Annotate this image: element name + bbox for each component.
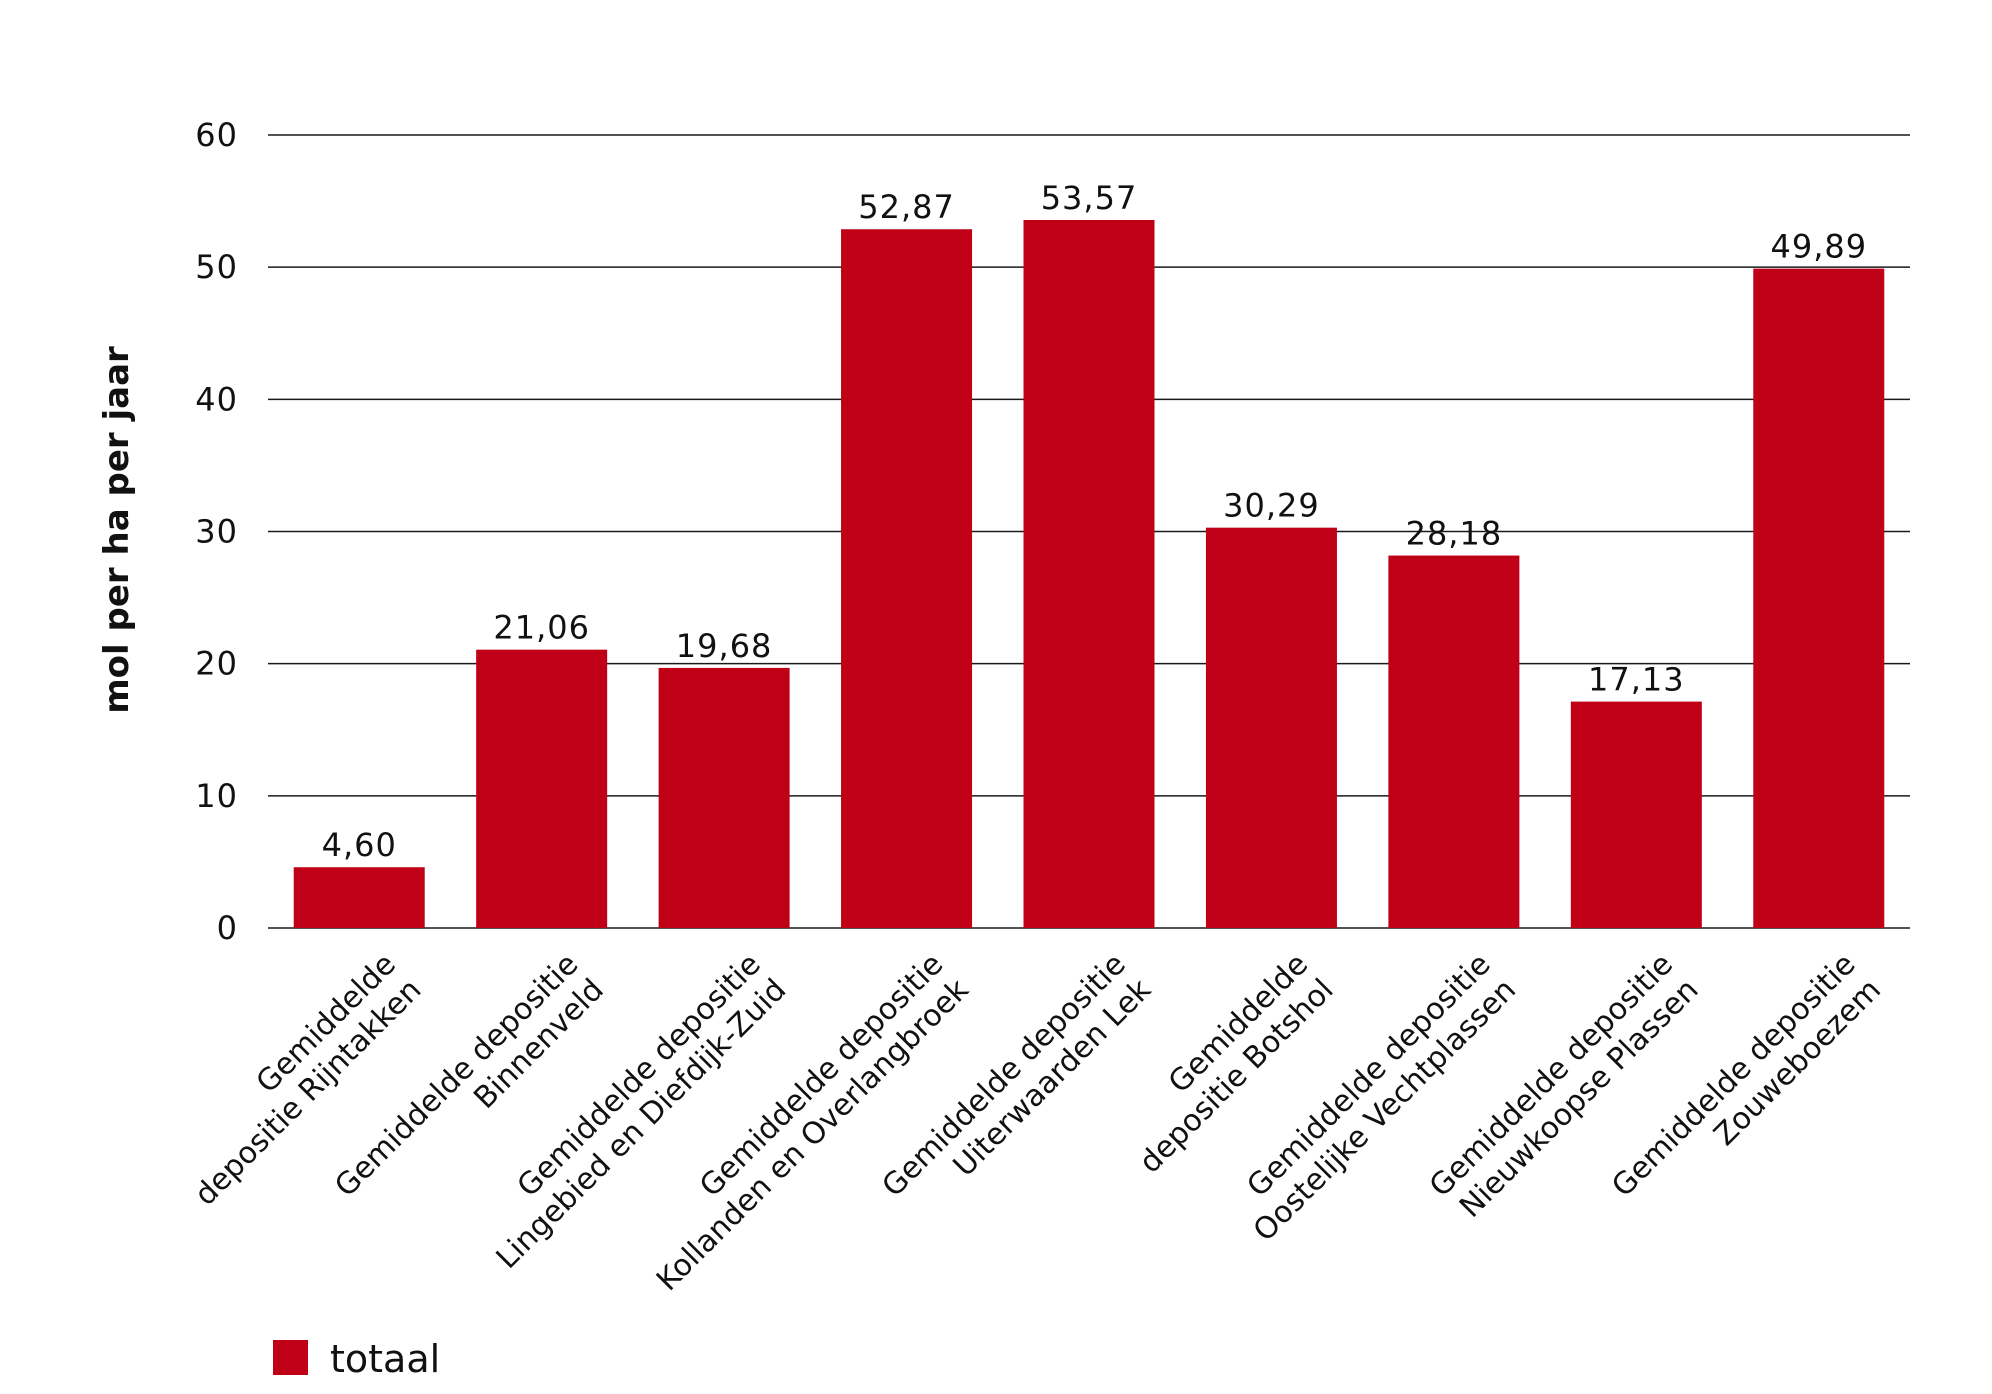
bar <box>658 667 790 928</box>
x-category-label: Gemiddeldedepositie Rijntakken <box>163 947 429 1213</box>
bar <box>1570 701 1702 928</box>
y-axis-title: mol per ha per jaar <box>97 346 137 714</box>
legend-swatch-totaal <box>273 1340 308 1375</box>
bar <box>476 649 608 928</box>
bar <box>841 229 973 928</box>
legend-label-totaal: totaal <box>330 1337 440 1381</box>
data-label: 30,29 <box>1223 487 1320 525</box>
y-tick-label: 20 <box>195 645 238 683</box>
bar <box>293 867 425 928</box>
data-label: 52,87 <box>858 188 955 226</box>
y-tick-label: 40 <box>195 380 238 418</box>
bar <box>1205 527 1337 928</box>
y-tick-label: 0 <box>217 909 238 947</box>
bar <box>1753 268 1885 929</box>
data-label: 21,06 <box>493 609 590 647</box>
data-label: 53,57 <box>1041 179 1138 217</box>
x-category-labels: Gemiddeldedepositie Rijntakken Gemiddelde… <box>163 946 1888 1298</box>
legend: totaal <box>273 1337 440 1381</box>
bar <box>1388 555 1520 928</box>
y-tick-label: 50 <box>195 248 238 286</box>
data-label: 19,68 <box>676 627 773 665</box>
data-label: 28,18 <box>1406 515 1503 553</box>
y-tick-label: 30 <box>195 513 238 551</box>
bar <box>1023 219 1155 929</box>
data-labels: 4,60 21,06 19,68 52,87 53,57 30,29 28,18 17,13 4… <box>322 179 1867 864</box>
data-label: 17,13 <box>1588 661 1685 699</box>
y-tick-labels: 0 10 20 30 40 50 60 <box>195 116 238 947</box>
y-tick-label: 10 <box>195 777 238 815</box>
x-category-label: Gemiddelde depositieKollanden en Overlan… <box>625 946 977 1298</box>
bars <box>293 219 1885 929</box>
data-label: 49,89 <box>1770 228 1867 266</box>
y-tick-label: 60 <box>195 116 238 154</box>
data-label: 4,60 <box>322 826 397 864</box>
